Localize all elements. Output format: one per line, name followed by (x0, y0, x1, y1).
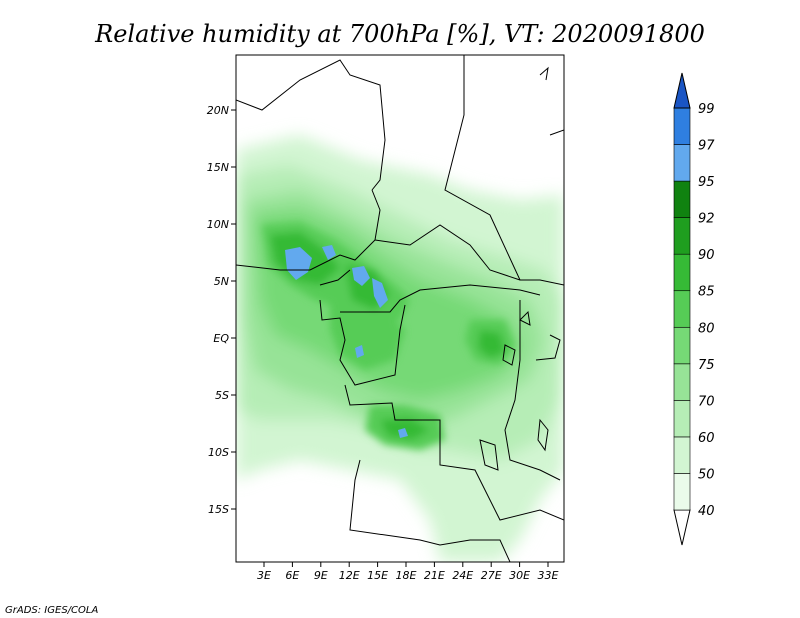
lon-tick-label: 30E (509, 569, 530, 582)
colorbar-label: 75 (698, 358, 715, 373)
credit-text: GrADS: IGES/COLA (5, 605, 98, 616)
lon-tick-label: 3E (257, 569, 271, 582)
lon-tick-label: 21E (424, 569, 445, 582)
lat-tick-label: 10N (207, 218, 229, 231)
colorbar-segment (673, 400, 691, 438)
latitude-axis: 20N 15N 10N 5N EQ 5S 10S 15S (207, 104, 236, 516)
lat-tick-label: 10S (208, 446, 229, 459)
colorbar-label: 50 (698, 467, 715, 482)
lat-tick-label: 5S (215, 389, 229, 402)
colorbar-label: 92 (698, 212, 715, 227)
colorbar-label: 40 (698, 504, 715, 519)
lat-tick-label: 15S (208, 503, 229, 516)
lon-tick-label: 27E (481, 569, 502, 582)
colorbar-segment (673, 107, 691, 145)
lon-tick-label: 33E (538, 569, 559, 582)
colorbar-top-triangle (673, 72, 691, 109)
colorbar-label: 80 (698, 321, 715, 336)
map-title: Relative humidity at 700hPa [%], VT: 202… (94, 20, 705, 48)
colorbar-label: 85 (698, 285, 715, 300)
colorbar-bottom-triangle (673, 509, 691, 546)
colorbar-segment (673, 363, 691, 401)
lon-tick-label: 15E (367, 569, 388, 582)
lat-tick-label: EQ (213, 332, 229, 345)
map-panel (236, 55, 564, 562)
lon-tick-label: 9E (314, 569, 328, 582)
colorbar-segment (673, 180, 691, 218)
colorbar-segment (673, 217, 691, 255)
lat-tick-label: 5N (214, 275, 229, 288)
lat-tick-label: 20N (207, 104, 229, 117)
colorbar-segment (673, 144, 691, 182)
lon-tick-label: 24E (452, 569, 473, 582)
country-borders (236, 55, 564, 562)
map-frame (235, 54, 565, 563)
colorbar-segment (673, 290, 691, 328)
colorbar-label: 90 (698, 248, 715, 263)
longitude-axis: 3E 6E 9E 12E 15E 18E 21E 24E 27E 30E 33E (257, 562, 559, 582)
colorbar-segment (673, 436, 691, 474)
colorbar-label: 60 (698, 431, 715, 446)
lon-tick-label: 6E (285, 569, 299, 582)
lat-tick-label: 15N (207, 161, 229, 174)
colorbar-label: 70 (698, 394, 715, 409)
colorbar-segment (673, 326, 691, 365)
colorbar-label: 99 (698, 102, 715, 117)
lon-tick-label: 18E (396, 569, 417, 582)
colorbar-label: 97 (698, 139, 715, 154)
colorbar: 40 50 60 70 75 80 85 90 92 95 97 99 (673, 72, 715, 546)
colorbar-segment (673, 473, 691, 511)
colorbar-label: 95 (698, 175, 715, 190)
colorbar-segment (673, 253, 691, 292)
lon-tick-label: 12E (339, 569, 360, 582)
humidity-shading (236, 135, 564, 562)
